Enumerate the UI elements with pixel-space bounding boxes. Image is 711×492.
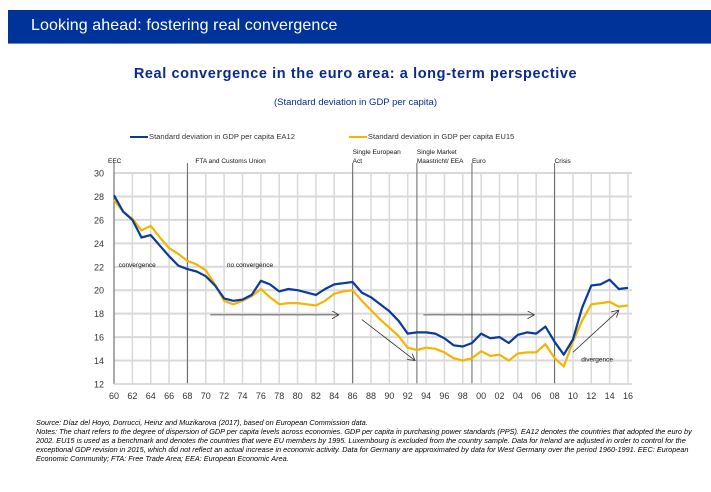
- x-tick-label: 80: [293, 391, 303, 401]
- y-tick-label: 24: [94, 239, 104, 249]
- annotation-text: no convergence: [227, 262, 274, 269]
- chart-subtitle: (Standard deviation in GDP per capita): [274, 97, 437, 108]
- chart-axes: 12 14 16 18 20 22 24 26 28 30 60 62 64 66 68 70 72 74 76 78…: [94, 169, 633, 402]
- event-label: FTA and Customs Union: [195, 158, 266, 165]
- x-tick-label: 72: [219, 391, 229, 401]
- banner-title: Looking ahead: fostering real convergenc…: [31, 17, 338, 34]
- source-note: Source: Díaz del Hoyo, Dorrucci, Heinz a…: [36, 418, 368, 427]
- y-tick-label: 18: [94, 309, 104, 319]
- chart-arrows: [210, 310, 618, 360]
- y-tick-label: 12: [94, 380, 104, 390]
- event-label: EEC: [108, 158, 122, 165]
- x-tick-label: 92: [403, 391, 413, 401]
- x-tick-label: 10: [568, 391, 578, 401]
- event-label: Maastricht/ EEA: [417, 158, 464, 165]
- x-tick-label: 82: [311, 391, 321, 401]
- x-tick-label: 14: [605, 391, 615, 401]
- legend-label-eu15: Standard deviation in GDP per capita EU1…: [367, 132, 515, 141]
- legend-item-eu15: Standard deviation in GDP per capita EU1…: [348, 132, 515, 141]
- x-tick-label: 64: [146, 391, 156, 401]
- x-tick-label: 84: [329, 391, 339, 401]
- series-line-ea12: [113, 194, 629, 356]
- notes-text: Notes: The chart refers to the degree of…: [36, 427, 692, 463]
- chart-series: [113, 194, 629, 368]
- annotation-arrow: [572, 310, 619, 353]
- x-tick-label: 12: [586, 391, 596, 401]
- chart-legend: Standard deviation in GDP per capita EA1…: [130, 132, 514, 141]
- header-banner: Looking ahead: fostering real convergenc…: [8, 10, 711, 44]
- x-tick-label: 90: [384, 391, 394, 401]
- annotation-arrow: [361, 319, 415, 361]
- y-tick-label: 30: [94, 169, 104, 179]
- series-line-eu15: [113, 199, 629, 368]
- y-tick-label: 14: [94, 356, 104, 366]
- x-tick-label: 62: [127, 391, 137, 401]
- event-label: Single European: [353, 149, 401, 156]
- y-tick-label: 16: [94, 333, 104, 343]
- event-label: Single Market: [417, 149, 457, 156]
- x-tick-label: 70: [201, 391, 211, 401]
- x-tick-label: 00: [476, 391, 486, 401]
- y-tick-label: 26: [94, 215, 104, 225]
- y-tick-label: 28: [94, 192, 104, 202]
- x-tick-label: 78: [274, 391, 284, 401]
- event-label: Act: [353, 158, 363, 165]
- x-tick-label: 68: [182, 391, 192, 401]
- event-label: Crisis: [555, 158, 572, 165]
- y-tick-label: 22: [94, 262, 104, 272]
- legend-swatch-eu15: [348, 135, 367, 138]
- x-tick-label: 02: [494, 391, 504, 401]
- x-tick-label: 74: [237, 391, 247, 401]
- event-label: Euro: [472, 158, 486, 165]
- footnotes: Source: Díaz del Hoyo, Dorrucci, Heinz a…: [36, 418, 706, 463]
- annotation-text: divergence: [581, 357, 613, 364]
- annotation-text: convergence: [119, 262, 157, 269]
- x-tick-label: 04: [513, 391, 523, 401]
- y-tick-label: 20: [94, 286, 104, 296]
- x-tick-label: 76: [256, 391, 266, 401]
- chart-title: Real convergence in the euro area: a lon…: [133, 66, 578, 82]
- x-tick-label: 96: [439, 391, 449, 401]
- x-tick-label: 08: [550, 391, 560, 401]
- x-tick-label: 16: [623, 391, 633, 401]
- legend-swatch-ea12: [130, 135, 148, 138]
- x-tick-label: 94: [421, 391, 431, 401]
- legend-label-ea12: Standard deviation in GDP per capita EA1…: [149, 132, 295, 141]
- x-tick-label: 86: [348, 391, 358, 401]
- legend-item-ea12: Standard deviation in GDP per capita EA1…: [130, 132, 295, 141]
- x-tick-label: 98: [458, 391, 468, 401]
- period-lines: [113, 163, 556, 384]
- chart-labels: EEC FTA and Customs Union Single European A…: [108, 149, 613, 364]
- x-tick-label: 88: [366, 391, 376, 401]
- x-tick-label: 06: [531, 391, 541, 401]
- x-tick-label: 60: [109, 391, 119, 401]
- x-tick-label: 66: [164, 391, 174, 401]
